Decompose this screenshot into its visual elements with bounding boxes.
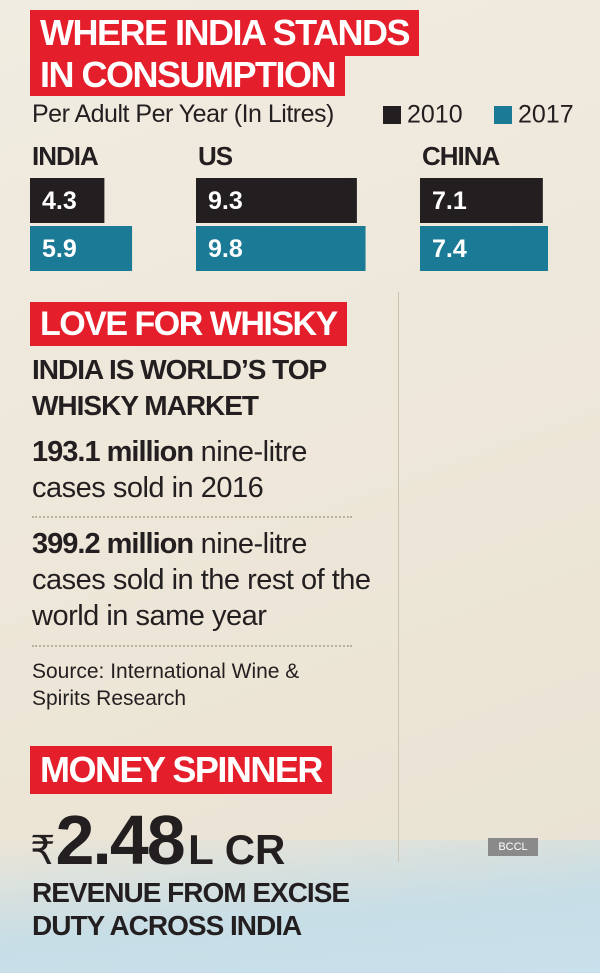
subheading-line: INDIA IS WORLD’S TOP xyxy=(32,354,327,385)
value-label: 7.4 xyxy=(432,235,467,263)
fact-text: nine-litre cases sold in the rest of the… xyxy=(32,528,371,632)
value-label: 9.3 xyxy=(208,187,243,215)
title-line: WHERE INDIA STANDS xyxy=(30,10,419,56)
section-heading: MONEY SPINNER xyxy=(30,746,332,794)
currency: ₹ xyxy=(30,829,56,873)
legend-label: 2017 xyxy=(518,101,574,129)
section-heading: LOVE FOR WHISKY xyxy=(30,302,347,346)
divider xyxy=(398,292,399,862)
category-label: INDIA xyxy=(32,141,99,171)
fact-text: nine-litre cases sold in 2016 xyxy=(32,436,307,504)
subheading: INDIA IS WORLD’S TOP WHISKY MARKET xyxy=(32,352,327,424)
unit: L CR xyxy=(188,826,286,873)
legend-label: 2010 xyxy=(407,101,463,129)
subtitle: Per Adult Per Year (In Litres) xyxy=(32,100,334,128)
bar xyxy=(196,178,357,223)
separator xyxy=(32,645,352,647)
bar xyxy=(420,178,543,223)
subheading-line: WHISKY MARKET xyxy=(32,390,259,421)
category-label: CHINA xyxy=(422,141,501,171)
bar xyxy=(30,178,105,223)
category-label: US xyxy=(198,141,233,171)
value-label: 7.1 xyxy=(432,187,467,215)
caption: REVENUE FROM EXCISE DUTY ACROSS INDIA xyxy=(32,877,350,941)
chart: 2010 2017 INDIA 4.3 5.9 US 9.3 9.8 CHINA 7.1 7.4 xyxy=(30,101,574,271)
headline-figure: ₹2.48 L CR xyxy=(30,800,285,880)
watermark: BCCL xyxy=(488,838,538,856)
fact: 193.1 million nine-litre cases sold in 2… xyxy=(32,434,377,506)
bar xyxy=(30,226,133,271)
fact: 399.2 million nine-litre cases sold in t… xyxy=(32,526,377,634)
legend-swatch xyxy=(494,106,512,124)
value-label: 4.3 xyxy=(42,187,77,215)
bar xyxy=(420,226,549,271)
separator xyxy=(32,516,352,518)
bar xyxy=(196,226,366,271)
fact-figure: 399.2 million xyxy=(32,528,194,560)
background-wash xyxy=(0,840,600,973)
value-label: 9.8 xyxy=(208,235,243,263)
value-label: 5.9 xyxy=(42,235,77,263)
source: Source: International Wine & Spirits Res… xyxy=(32,660,300,710)
legend-swatch xyxy=(383,106,401,124)
title-line: IN CONSUMPTION xyxy=(30,54,346,96)
fact-figure: 193.1 million xyxy=(32,436,194,468)
amount: 2.48 xyxy=(55,801,185,879)
